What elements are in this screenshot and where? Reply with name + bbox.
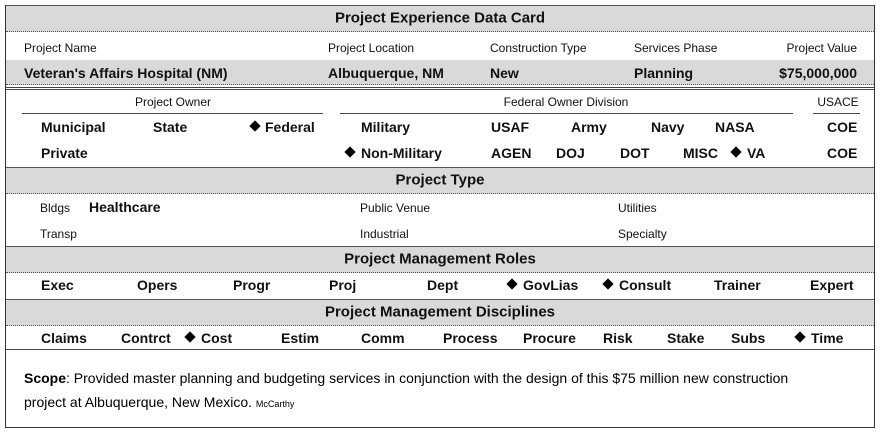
option: Navy xyxy=(651,119,685,135)
scope-text: : Provided master planning and budgeting… xyxy=(24,370,789,410)
option: Bldgs xyxy=(40,201,71,215)
scope: Scope: Provided master planning and budg… xyxy=(24,366,824,416)
field-label: Construction Type xyxy=(490,41,587,55)
separator xyxy=(6,89,874,90)
option: Cost xyxy=(201,330,233,346)
option: Proj xyxy=(329,277,357,293)
option: Trainer xyxy=(714,277,761,293)
option: Progr xyxy=(233,277,271,293)
section-title: Project Management Disciplines xyxy=(324,303,556,321)
option: Stake xyxy=(667,330,705,346)
header-underline xyxy=(340,113,793,114)
option: Private xyxy=(41,145,88,161)
option: Industrial xyxy=(360,227,409,241)
option: Process xyxy=(443,330,498,346)
separator xyxy=(6,87,874,88)
option: Consult xyxy=(619,277,672,293)
option: Transp xyxy=(40,227,77,241)
section-header: USACE xyxy=(817,95,859,109)
title-band xyxy=(6,5,874,32)
values-band xyxy=(6,60,874,85)
roles-band xyxy=(6,246,874,273)
section-header: Project Owner xyxy=(134,95,212,109)
separator xyxy=(6,349,874,350)
field-label: Project Value xyxy=(786,41,857,55)
option: Risk xyxy=(603,330,633,346)
field-label: Project Name xyxy=(24,41,97,55)
option: Federal xyxy=(265,119,315,135)
option: COE xyxy=(827,119,858,135)
option: Exec xyxy=(41,277,74,293)
header-underline xyxy=(813,113,860,114)
option: Military xyxy=(361,119,411,135)
header-underline xyxy=(22,113,323,114)
field-value: New xyxy=(490,65,519,81)
option: GovLias xyxy=(523,277,579,293)
option: Army xyxy=(571,119,607,135)
option: Procure xyxy=(523,330,576,346)
option: Opers xyxy=(137,277,178,293)
option: Non-Military xyxy=(361,145,442,161)
field-value: Albuquerque, NM xyxy=(328,65,444,81)
option: AGEN xyxy=(491,145,532,161)
field-label: Services Phase xyxy=(634,41,718,55)
field-value: Veteran's Affairs Hospital (NM) xyxy=(24,65,228,81)
section-title: Project Type xyxy=(395,171,485,189)
option: Expert xyxy=(810,277,854,293)
option: NASA xyxy=(715,119,755,135)
option: Claims xyxy=(41,330,87,346)
option: COE xyxy=(827,145,858,161)
section-header: Federal Owner Division xyxy=(503,95,629,109)
field-value: Planning xyxy=(634,65,694,81)
option: Utilities xyxy=(618,201,657,215)
option: USAF xyxy=(491,119,530,135)
option: Estim xyxy=(281,330,320,346)
type-band xyxy=(6,167,874,194)
option: State xyxy=(153,119,188,135)
disciplines-band xyxy=(6,299,874,326)
option: Time xyxy=(811,330,844,346)
field-label: Project Location xyxy=(328,41,415,55)
option: Subs xyxy=(731,330,766,346)
option: Specialty xyxy=(618,227,667,241)
option: DOJ xyxy=(556,145,585,161)
scope-source: McCarthy xyxy=(255,399,295,409)
scope-label: Scope xyxy=(24,370,67,386)
option: MISC xyxy=(683,145,718,161)
section-title: Project Management Roles xyxy=(344,250,536,268)
option: DOT xyxy=(620,145,650,161)
option: Dept xyxy=(427,277,459,293)
option: Comm xyxy=(361,330,405,346)
card-title: Project Experience Data Card xyxy=(334,9,546,27)
option: VA xyxy=(747,145,766,161)
field-value: $75,000,000 xyxy=(779,65,857,81)
option: Municipal xyxy=(41,119,106,135)
option: Healthcare xyxy=(89,199,161,215)
option: Contrct xyxy=(121,330,171,346)
option: Public Venue xyxy=(360,201,431,215)
